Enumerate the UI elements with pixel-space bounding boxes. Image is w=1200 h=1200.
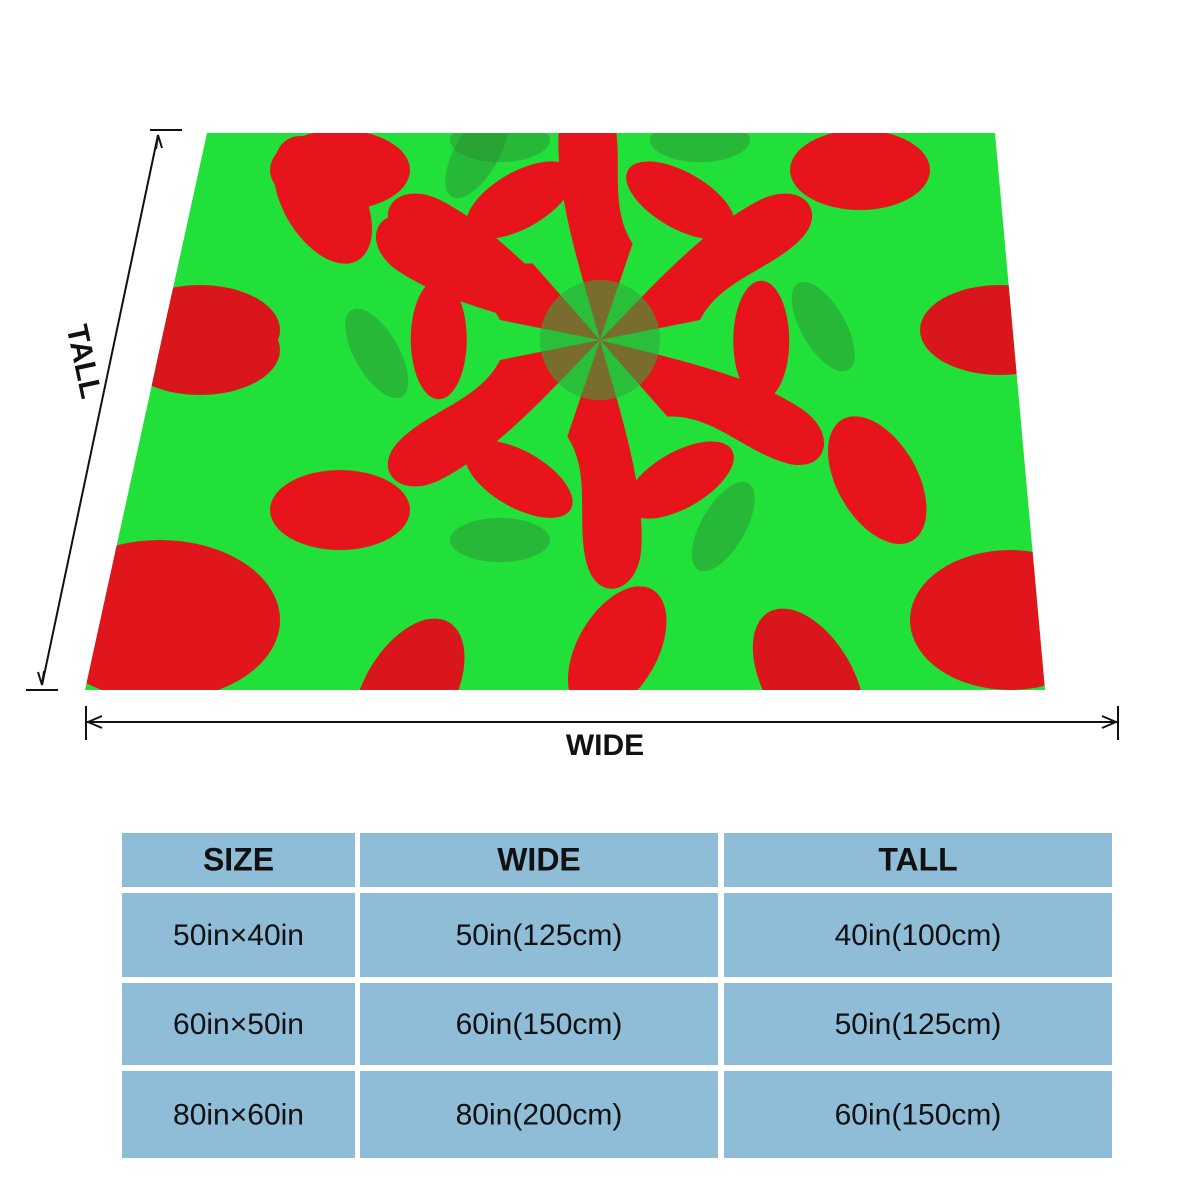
- cell-text: 60in×50in: [173, 1008, 304, 1041]
- cell-text: 80in(200cm): [456, 1098, 623, 1131]
- cell-text: 50in(125cm): [835, 1008, 1002, 1041]
- table-cell: [360, 983, 718, 1065]
- table-cell: [724, 833, 1112, 887]
- header-cell-text: SIZE: [203, 841, 274, 877]
- header-cell-text: TALL: [878, 841, 957, 877]
- wide-label: WIDE: [566, 729, 644, 762]
- cell-text: 80in×60in: [173, 1098, 304, 1131]
- cell-text: 50in×40in: [173, 919, 304, 952]
- tall-arrow: [26, 129, 182, 691]
- blanket: [85, 133, 1045, 690]
- table-cell: [122, 1071, 355, 1158]
- tall-label: TALL: [60, 322, 108, 402]
- table-cell: [360, 1071, 718, 1158]
- size-table: SIZE WIDE TALL 50in×40in 50in(125cm) 40in(100…: [122, 833, 1112, 1158]
- table-cell: [724, 893, 1112, 977]
- table-cell: [360, 833, 718, 887]
- table-cell: [360, 893, 718, 977]
- cell-text: 40in(100cm): [835, 919, 1002, 952]
- cell-text: 60in(150cm): [835, 1098, 1002, 1131]
- table-cell: [724, 1071, 1112, 1158]
- header-cell-text: WIDE: [497, 841, 581, 877]
- table-cell: [122, 833, 355, 887]
- wide-arrow: [85, 706, 1119, 740]
- table-cell: [122, 983, 355, 1065]
- table-cell: [122, 893, 355, 977]
- table-cell: [724, 983, 1112, 1065]
- cell-text: 60in(150cm): [456, 1008, 623, 1041]
- cell-text: 50in(125cm): [456, 919, 623, 952]
